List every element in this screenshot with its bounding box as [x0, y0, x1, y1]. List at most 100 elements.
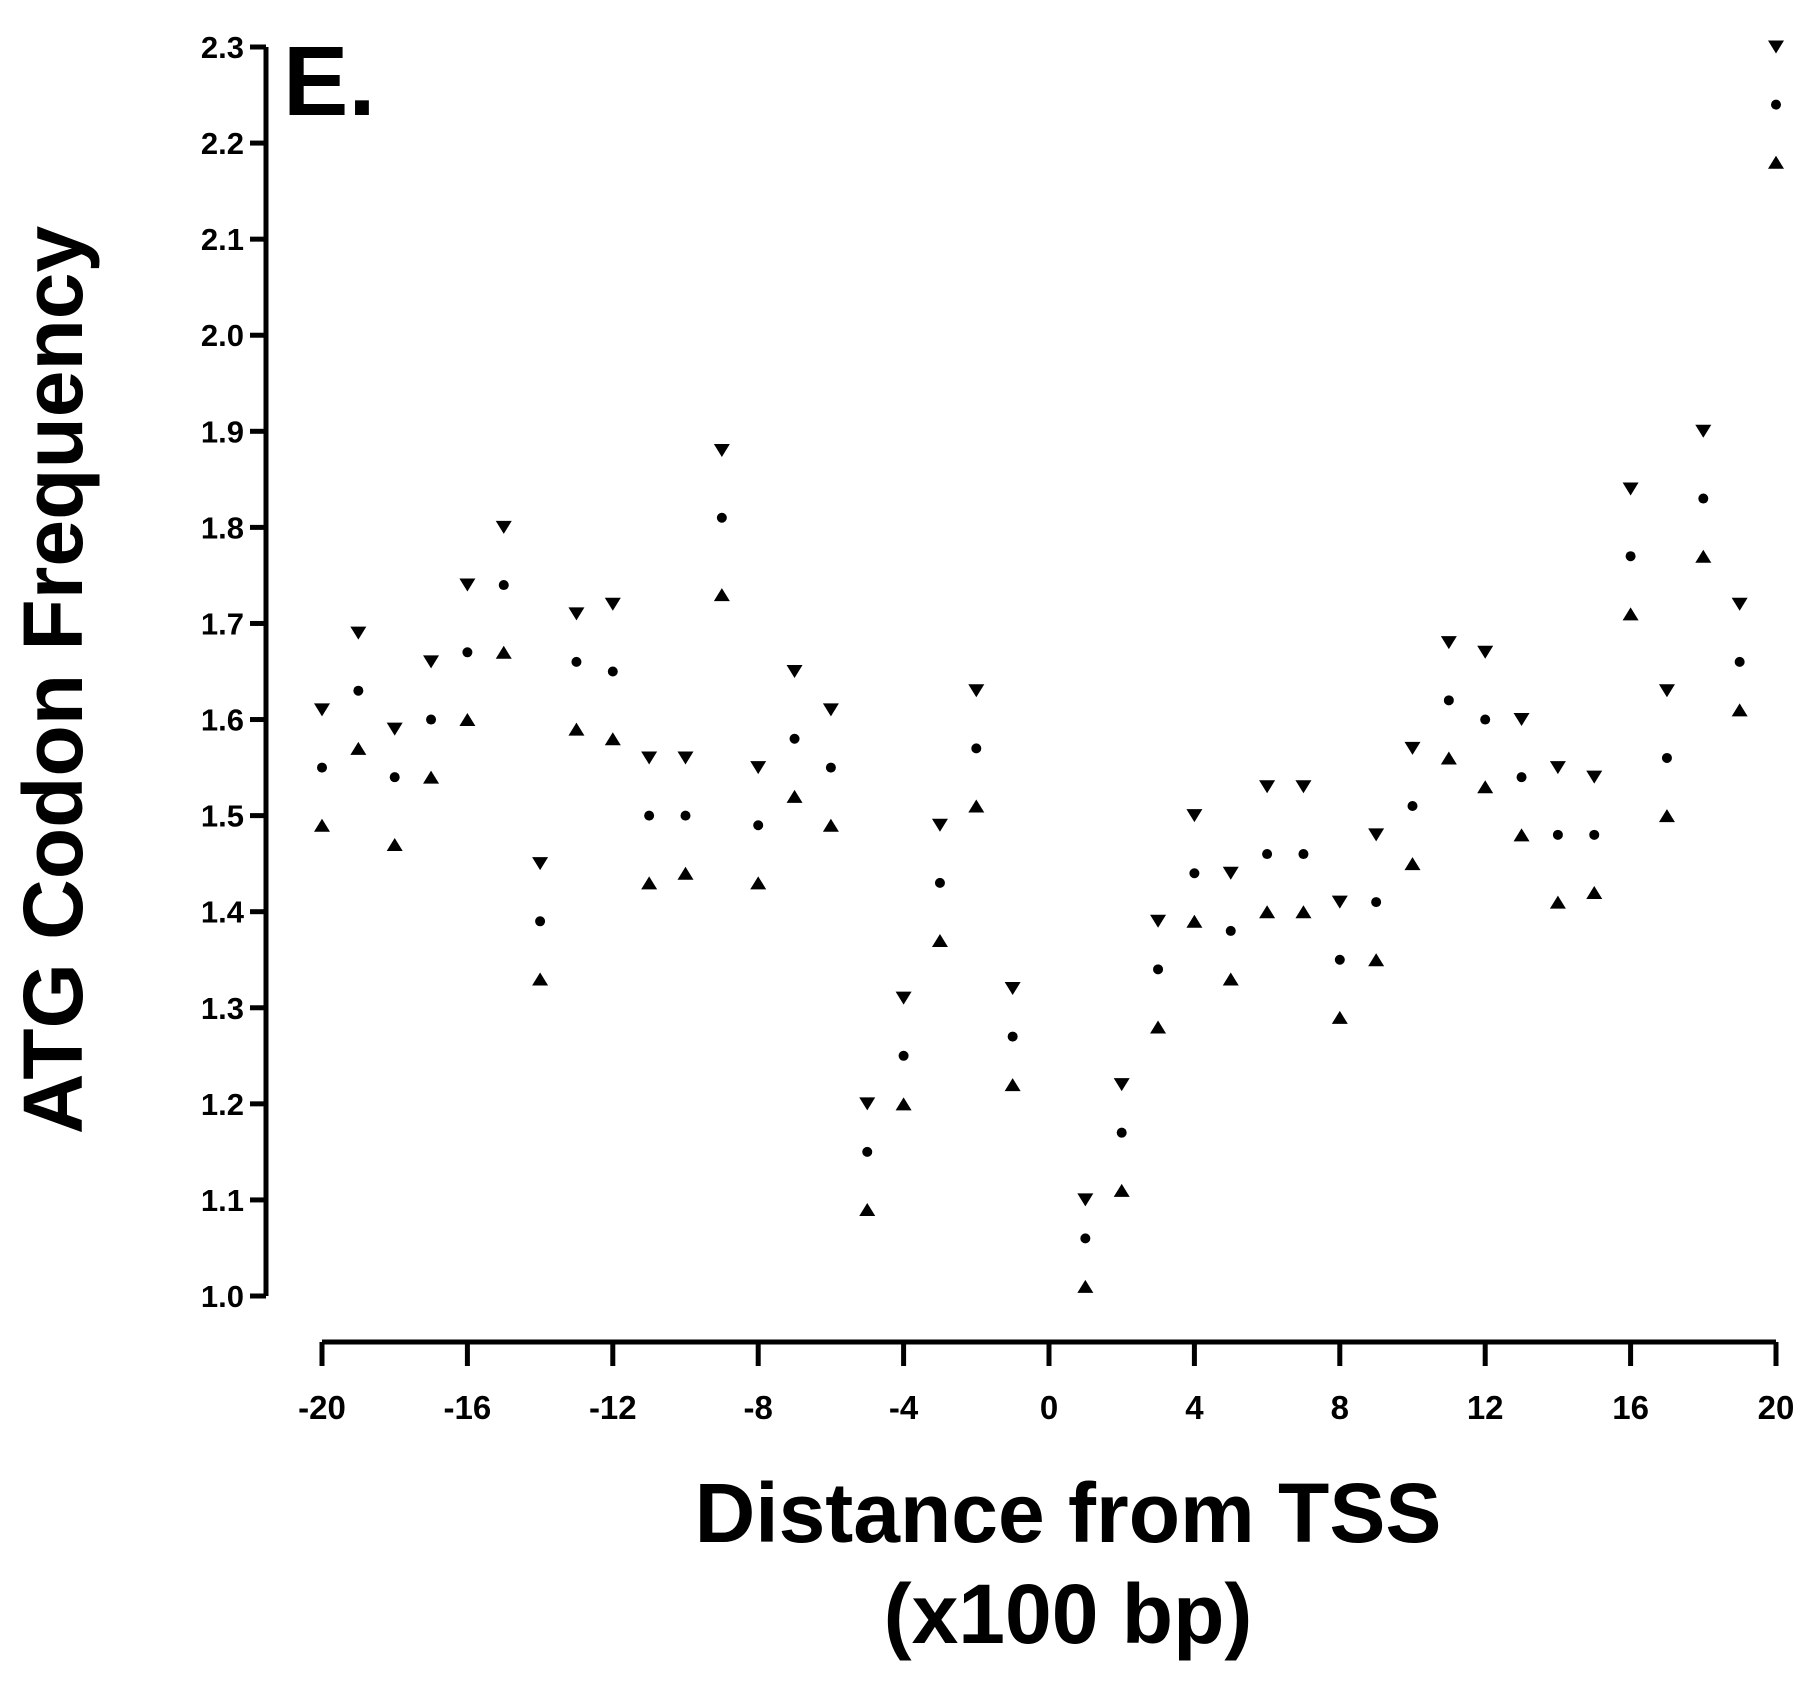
point-lower — [423, 770, 440, 784]
x-tick-label: -4 — [889, 1389, 919, 1426]
point-mean — [1225, 925, 1236, 936]
point-upper — [859, 1097, 876, 1111]
point-lower — [931, 934, 948, 948]
point-mean — [1189, 868, 1200, 879]
point-upper — [1222, 866, 1239, 880]
point-lower — [1622, 607, 1639, 621]
point-lower — [1368, 953, 1385, 967]
point-upper — [1477, 645, 1494, 659]
x-tick-label: 12 — [1467, 1389, 1504, 1426]
point-mean — [353, 685, 364, 696]
point-mean — [1407, 801, 1418, 812]
x-tick-label: -12 — [589, 1389, 637, 1426]
point-mean — [498, 580, 509, 591]
point-mean — [1698, 493, 1709, 504]
point-upper — [677, 751, 694, 765]
point-upper — [1004, 982, 1021, 996]
point-mean — [1589, 829, 1600, 840]
point-upper — [641, 751, 658, 765]
point-upper — [1150, 914, 1167, 928]
point-upper — [1331, 895, 1348, 909]
point-lower — [641, 876, 658, 890]
point-upper — [350, 626, 367, 640]
point-lower — [1477, 780, 1494, 794]
panel-label: E. — [283, 26, 376, 136]
point-lower — [1586, 885, 1603, 899]
point-mean — [317, 762, 327, 773]
point-mean — [1371, 897, 1382, 908]
y-axis: 1.0 1.1 1.2 1.3 1.4 1.5 1.6 1.7 1.8 1.9 2.0 2.1 2.2 2… — [201, 30, 269, 1314]
point-lower — [604, 732, 621, 746]
point-mean — [1298, 849, 1309, 860]
point-upper — [495, 520, 512, 534]
y-tick-label: 2.2 — [201, 126, 244, 161]
point-mean — [1262, 849, 1273, 860]
point-lower — [1768, 155, 1784, 169]
y-tick-label: 2.1 — [201, 222, 244, 257]
point-lower — [386, 837, 403, 851]
x-axis: -20 -16 -12 -8 -4 0 4 8 12 16 20 — [298, 1339, 1795, 1426]
point-mean — [607, 666, 618, 677]
y-tick-label: 1.8 — [201, 510, 244, 545]
x-axis-title: Distance from TSS — [695, 1466, 1442, 1560]
point-upper — [1404, 741, 1421, 755]
point-mean — [862, 1146, 873, 1157]
point-upper — [604, 597, 621, 611]
point-mean — [1007, 1031, 1018, 1042]
point-upper — [1513, 713, 1530, 727]
y-tick-label: 1.5 — [201, 799, 244, 834]
data-points — [314, 40, 1784, 1293]
point-upper — [314, 703, 330, 717]
point-lower — [786, 789, 803, 803]
point-lower — [1513, 828, 1530, 842]
point-upper — [1695, 424, 1712, 438]
y-tick-label: 1.7 — [201, 606, 244, 641]
y-tick-label: 1.0 — [201, 1279, 244, 1314]
point-mean — [1661, 752, 1672, 763]
point-lower — [1331, 1010, 1348, 1024]
y-axis-title: ATG Codon Frequency — [6, 225, 100, 1134]
point-mean — [1480, 714, 1491, 725]
point-lower — [1440, 751, 1457, 765]
point-lower — [1186, 914, 1203, 928]
point-upper — [1658, 684, 1675, 698]
point-lower — [1695, 549, 1712, 563]
point-mean — [1771, 99, 1781, 110]
y-tick-label: 1.2 — [201, 1087, 244, 1122]
point-mean — [1334, 954, 1345, 965]
y-tick-label: 1.9 — [201, 414, 244, 449]
point-mean — [716, 512, 727, 523]
y-tick-label: 1.6 — [201, 703, 244, 738]
y-tick-label: 1.3 — [201, 991, 244, 1026]
x-tick-label: 20 — [1758, 1389, 1795, 1426]
point-mean — [971, 743, 982, 754]
point-lower — [1113, 1183, 1130, 1197]
x-tick-label: -8 — [744, 1389, 773, 1426]
point-mean — [1734, 656, 1745, 667]
x-tick-label: 16 — [1612, 1389, 1649, 1426]
point-upper — [822, 703, 839, 717]
x-tick-label: 0 — [1040, 1389, 1058, 1426]
point-lower — [1549, 895, 1566, 909]
point-mean — [1080, 1233, 1091, 1244]
point-lower — [895, 1097, 912, 1111]
point-upper — [386, 722, 403, 736]
point-mean — [753, 820, 764, 831]
point-upper — [1113, 1078, 1130, 1092]
x-tick-label: -20 — [298, 1389, 346, 1426]
point-mean — [1116, 1127, 1127, 1138]
point-lower — [750, 876, 767, 890]
point-upper — [1622, 482, 1639, 496]
point-lower — [968, 799, 985, 813]
x-tick-label: 4 — [1185, 1389, 1204, 1426]
point-mean — [680, 810, 691, 821]
point-upper — [1368, 828, 1385, 842]
point-lower — [1077, 1279, 1094, 1293]
point-lower — [1295, 905, 1312, 919]
point-upper — [1440, 636, 1457, 650]
y-tick-label: 1.1 — [201, 1183, 244, 1218]
point-lower — [1004, 1078, 1021, 1092]
x-tick-label: -16 — [444, 1389, 492, 1426]
point-lower — [677, 866, 694, 880]
point-lower — [822, 818, 839, 832]
